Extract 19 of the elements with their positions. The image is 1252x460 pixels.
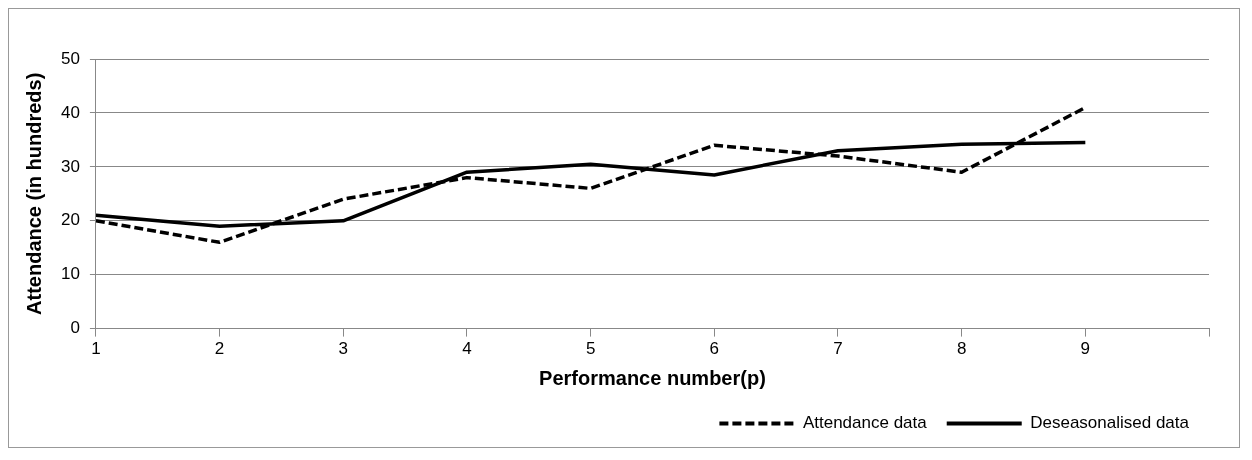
- x-tick-label: 1: [91, 339, 101, 359]
- y-tick-label: 20: [60, 210, 80, 230]
- y-tick-label: 40: [60, 102, 80, 122]
- x-tick-label: 2: [214, 339, 225, 359]
- x-tick-label: 8: [956, 339, 967, 359]
- x-tick-label: 6: [709, 339, 720, 359]
- y-tick-label: 50: [60, 48, 80, 68]
- legend-label: Attendance data: [802, 413, 928, 433]
- x-axis-title: Performance number(p): [539, 366, 766, 389]
- x-tick-label: 7: [833, 339, 843, 359]
- y-axis-title: Attendance (in hundreds): [22, 72, 45, 315]
- y-tick-label: 0: [70, 318, 80, 338]
- y-tick-label: 10: [60, 264, 80, 284]
- x-tick-label: 5: [585, 339, 596, 359]
- y-tick-label: 30: [60, 156, 80, 176]
- x-tick-label: 4: [462, 339, 472, 359]
- legend-label: Deseasonalised data: [1030, 413, 1190, 433]
- x-tick-label: 9: [1080, 339, 1091, 359]
- x-tick-label: 3: [338, 339, 348, 359]
